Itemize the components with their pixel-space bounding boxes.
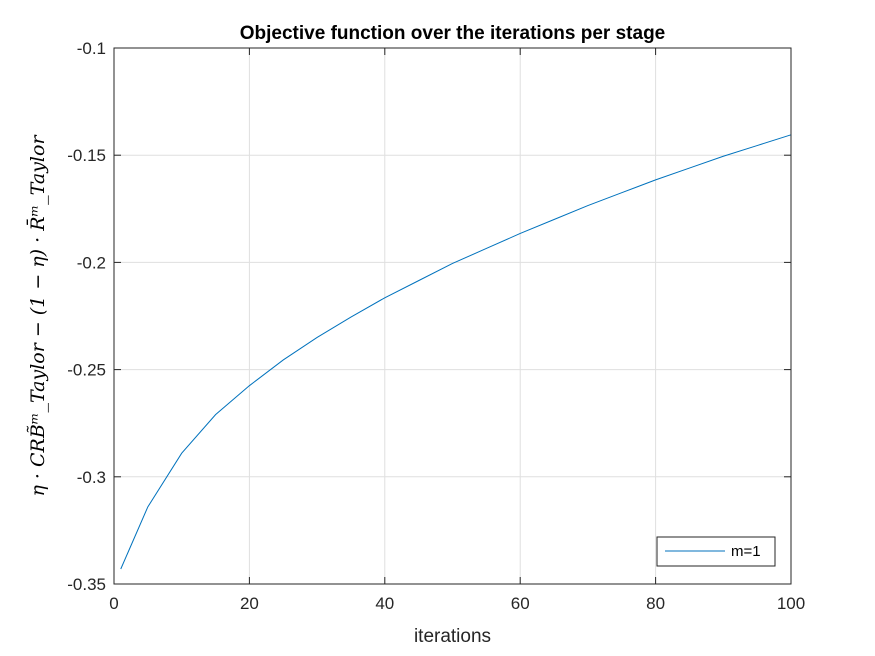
y-axis-label: η · CRB̃ᵐ_Taylor − (1 − η) · R̄ᵐ_Taylor bbox=[26, 134, 49, 497]
x-tick-label: 0 bbox=[109, 594, 118, 613]
x-tick-label: 60 bbox=[511, 594, 530, 613]
x-tick-label: 80 bbox=[646, 594, 665, 613]
y-tick-label: -0.1 bbox=[77, 39, 106, 58]
y-tick-label: -0.3 bbox=[77, 468, 106, 487]
y-tick-label: -0.2 bbox=[77, 253, 106, 272]
y-tick-label: -0.15 bbox=[67, 146, 106, 165]
y-tick-label: -0.35 bbox=[67, 575, 106, 594]
tick-layer: 0 20 40 60 80 100 -0.35 -0.3 -0.25 -0.2 -0.15 -0.1 bbox=[67, 39, 805, 613]
legend: m=1 bbox=[656, 536, 776, 567]
axes-background bbox=[114, 48, 791, 584]
chart-title: Objective function over the iterations p… bbox=[240, 23, 666, 44]
axes-box bbox=[113, 47, 792, 585]
series-layer bbox=[120, 134, 792, 570]
series-line bbox=[120, 134, 792, 570]
x-axis-label: iterations bbox=[414, 626, 491, 647]
x-tick-label: 40 bbox=[375, 594, 394, 613]
legend-label: m=1 bbox=[731, 543, 761, 560]
x-tick-label: 20 bbox=[240, 594, 259, 613]
x-tick-label: 100 bbox=[777, 594, 805, 613]
y-tick-label: -0.25 bbox=[67, 361, 106, 380]
